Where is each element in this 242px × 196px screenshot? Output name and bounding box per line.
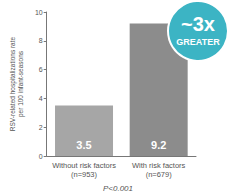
svg-text:GREATER: GREATER <box>176 37 220 47</box>
svg-text:0: 0 <box>39 153 43 160</box>
svg-text:Without risk factors: Without risk factors <box>52 161 116 170</box>
svg-text:6: 6 <box>39 66 43 73</box>
svg-text:per 100 infant-seasons: per 100 infant-seasons <box>17 50 25 117</box>
svg-text:~3x: ~3x <box>181 13 215 35</box>
svg-text:10: 10 <box>35 9 43 16</box>
svg-text:3.5: 3.5 <box>76 139 91 151</box>
svg-text:(n=953): (n=953) <box>71 170 98 179</box>
svg-text:9.2: 9.2 <box>151 139 166 151</box>
svg-text:RSV-related hospitalizations r: RSV-related hospitalizations rate <box>9 36 17 131</box>
svg-text:4: 4 <box>39 95 43 102</box>
svg-text:P<0.001: P<0.001 <box>103 184 133 193</box>
svg-text:2: 2 <box>39 124 43 131</box>
svg-text:(n=679): (n=679) <box>146 170 173 179</box>
svg-text:8: 8 <box>39 37 43 44</box>
svg-text:With risk factors: With risk factors <box>132 161 186 170</box>
